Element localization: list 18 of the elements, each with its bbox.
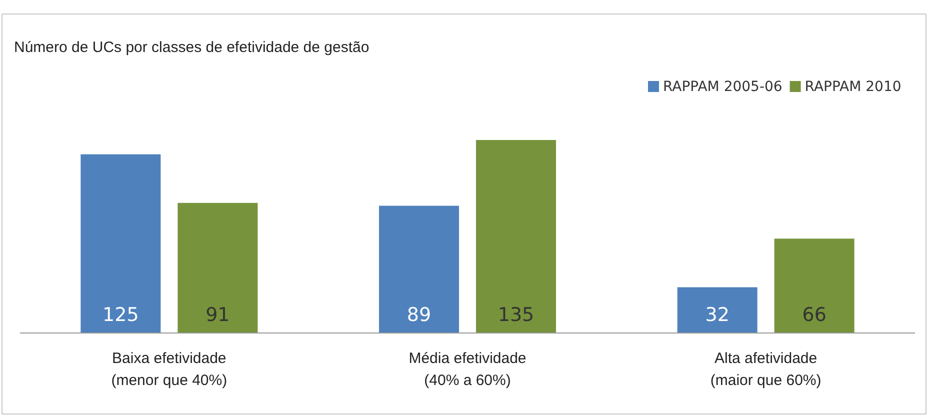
data-label: 66 [802, 304, 826, 326]
data-label: 32 [705, 304, 730, 326]
chart-title: Número de UCs por classes de efetividade de gestão [14, 39, 370, 56]
data-label: 89 [406, 304, 432, 326]
bar [774, 238, 854, 333]
x-tick-label: Baixa efetividade (menor que 40%) [111, 350, 228, 389]
bar [379, 206, 459, 333]
bar [476, 140, 556, 333]
bar [80, 154, 161, 333]
x-tick-label: Alta afetividade (maior que 60%) [710, 350, 822, 389]
x-tick-label: Média efetividade (40% a 60%) [408, 350, 526, 389]
legend-label: RAPPAM 2005-06 [663, 79, 782, 95]
bar [178, 202, 258, 333]
data-label: 125 [102, 304, 139, 326]
data-label: 91 [206, 304, 230, 326]
bar [677, 287, 758, 333]
legend-label: RAPPAM 2010 [804, 79, 902, 95]
data-label: 135 [498, 304, 534, 326]
